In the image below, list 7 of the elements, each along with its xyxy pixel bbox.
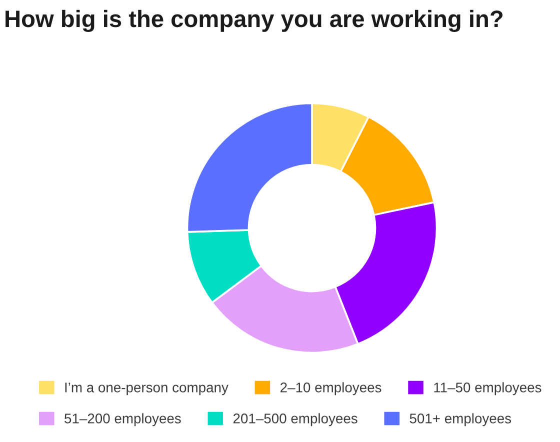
legend-label: 201–500 employees [233,413,358,426]
legend-label: 501+ employees [410,413,512,426]
legend-label: 11–50 employees [434,382,542,396]
legend-label: I’m a one-person company [65,382,228,396]
legend-label: 2–10 employees [280,382,382,396]
legend-label: 51–200 employees [64,413,181,426]
chart-title: How big is the company you are working in? [6,10,502,32]
